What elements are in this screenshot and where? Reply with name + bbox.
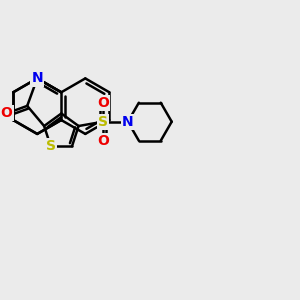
Text: S: S bbox=[46, 139, 56, 153]
Text: N: N bbox=[32, 71, 43, 85]
Text: N: N bbox=[122, 115, 134, 129]
Text: S: S bbox=[98, 115, 108, 129]
Text: O: O bbox=[97, 96, 109, 110]
Text: O: O bbox=[97, 134, 109, 148]
Text: O: O bbox=[1, 106, 13, 120]
